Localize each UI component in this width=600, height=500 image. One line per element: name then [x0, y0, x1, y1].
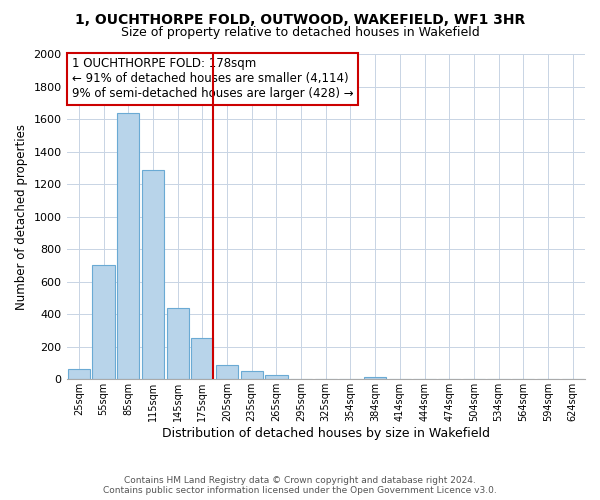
Bar: [68, 368, 90, 380]
Bar: [142, 170, 164, 380]
Bar: [364, 377, 386, 380]
Bar: [191, 338, 214, 380]
Text: Contains HM Land Registry data © Crown copyright and database right 2024.
Contai: Contains HM Land Registry data © Crown c…: [103, 476, 497, 495]
Text: Size of property relative to detached houses in Wakefield: Size of property relative to detached ho…: [121, 26, 479, 39]
X-axis label: Distribution of detached houses by size in Wakefield: Distribution of detached houses by size …: [162, 427, 490, 440]
Bar: [241, 371, 263, 380]
Text: 1, OUCHTHORPE FOLD, OUTWOOD, WAKEFIELD, WF1 3HR: 1, OUCHTHORPE FOLD, OUTWOOD, WAKEFIELD, …: [75, 12, 525, 26]
Bar: [92, 266, 115, 380]
Y-axis label: Number of detached properties: Number of detached properties: [15, 124, 28, 310]
Text: 1 OUCHTHORPE FOLD: 178sqm
← 91% of detached houses are smaller (4,114)
9% of sem: 1 OUCHTHORPE FOLD: 178sqm ← 91% of detac…: [72, 58, 353, 100]
Bar: [265, 375, 287, 380]
Bar: [216, 364, 238, 380]
Bar: [167, 308, 189, 380]
Bar: [117, 112, 139, 380]
